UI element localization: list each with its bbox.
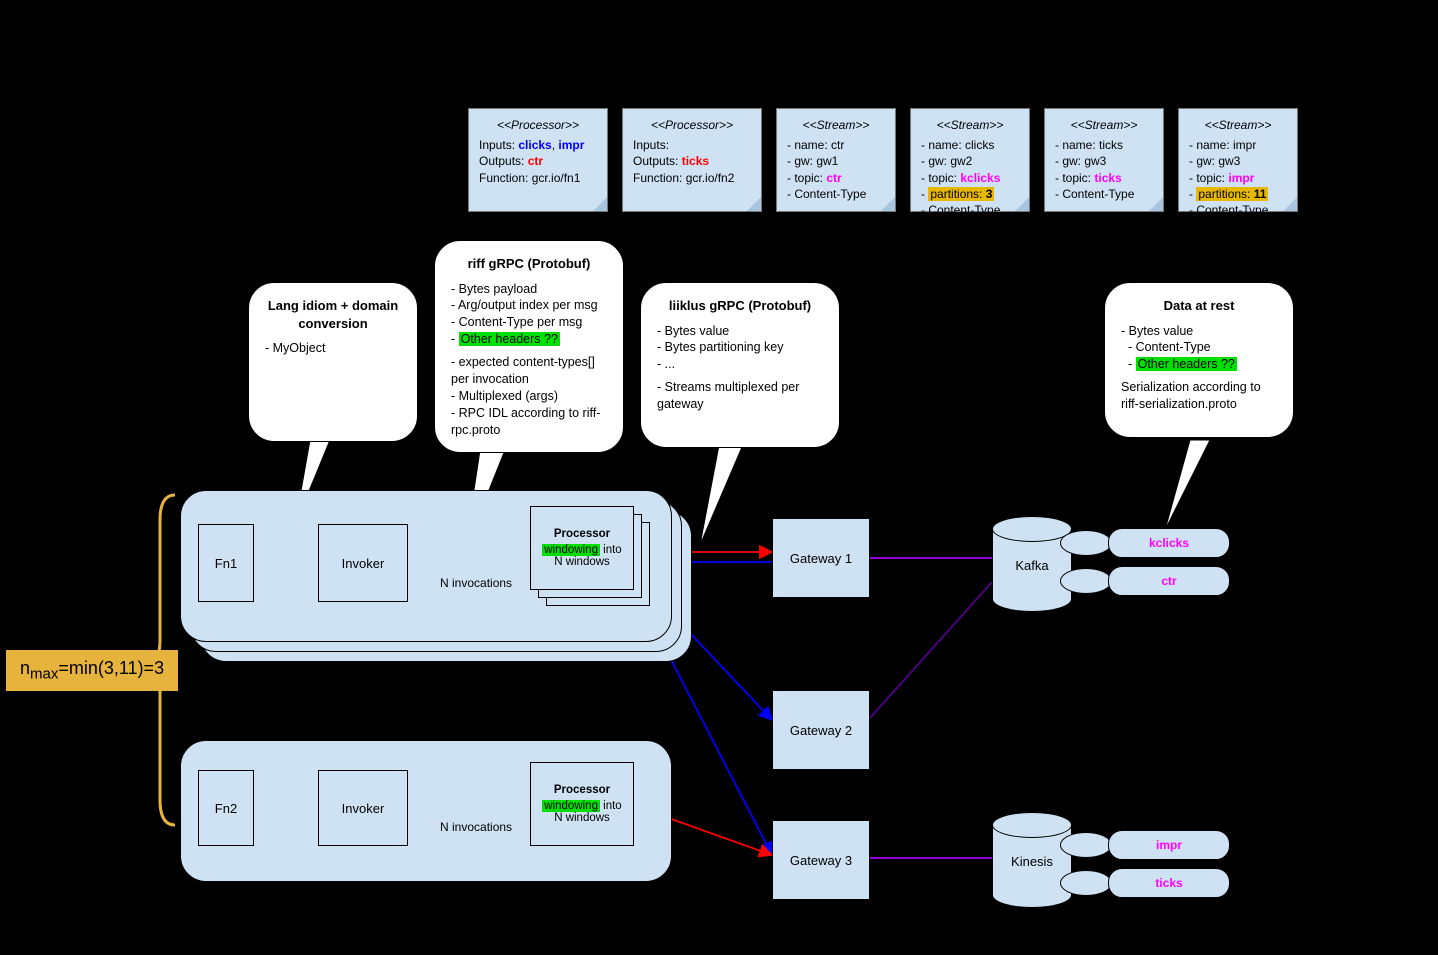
- sticky-stream-ctr: <<Stream>> - name: ctr - gw: gw1 - topic…: [776, 108, 896, 212]
- n-invocations-2: N invocations: [440, 820, 512, 834]
- stereo: <<Processor>>: [479, 117, 597, 133]
- bubble-liiklus: liiklus gRPC (Protobuf) - Bytes value - …: [640, 282, 840, 448]
- gateway-2: Gateway 2: [772, 690, 870, 770]
- bubble-lang-idiom: Lang idiom + domain conversion - MyObjec…: [248, 282, 418, 442]
- sticky-processor-1: <<Processor>> Inputs: clicks, impr Outpu…: [468, 108, 608, 212]
- invoker1-box: Invoker: [318, 524, 408, 602]
- fn1-box: Fn1: [198, 524, 254, 602]
- line: Outputs: ctr: [479, 153, 597, 169]
- kafka-store: Kafka: [992, 516, 1072, 612]
- gateway-1: Gateway 1: [772, 518, 870, 598]
- sticky-stream-impr: <<Stream>> - name: impr - gw: gw3 - topi…: [1178, 108, 1298, 212]
- invoker2-box: Invoker: [318, 770, 408, 846]
- kinesis-store: Kinesis: [992, 812, 1072, 908]
- sticky-processor-2: <<Processor>> Inputs: Outputs: ticks Fun…: [622, 108, 762, 212]
- bubble-riff-grpc: riff gRPC (Protobuf) - Bytes payload - A…: [434, 240, 624, 453]
- gateway-3: Gateway 3: [772, 820, 870, 900]
- line: Function: gcr.io/fn1: [479, 170, 597, 186]
- bubble-data-at-rest: Data at rest - Bytes value - Content-Typ…: [1104, 282, 1294, 438]
- sticky-stream-clicks: <<Stream>> - name: clicks - gw: gw2 - to…: [910, 108, 1030, 212]
- sticky-stream-ticks: <<Stream>> - name: ticks - gw: gw3 - top…: [1044, 108, 1164, 212]
- nmax-label: nmax=min(3,11)=3: [6, 650, 178, 691]
- n-invocations-1: N invocations: [440, 576, 512, 590]
- processor1-box: Processor windowing into N windows: [530, 506, 634, 590]
- line: Inputs: clicks, impr: [479, 137, 597, 153]
- processor2-box: Processor windowing into N windows: [530, 762, 634, 846]
- fn2-box: Fn2: [198, 770, 254, 846]
